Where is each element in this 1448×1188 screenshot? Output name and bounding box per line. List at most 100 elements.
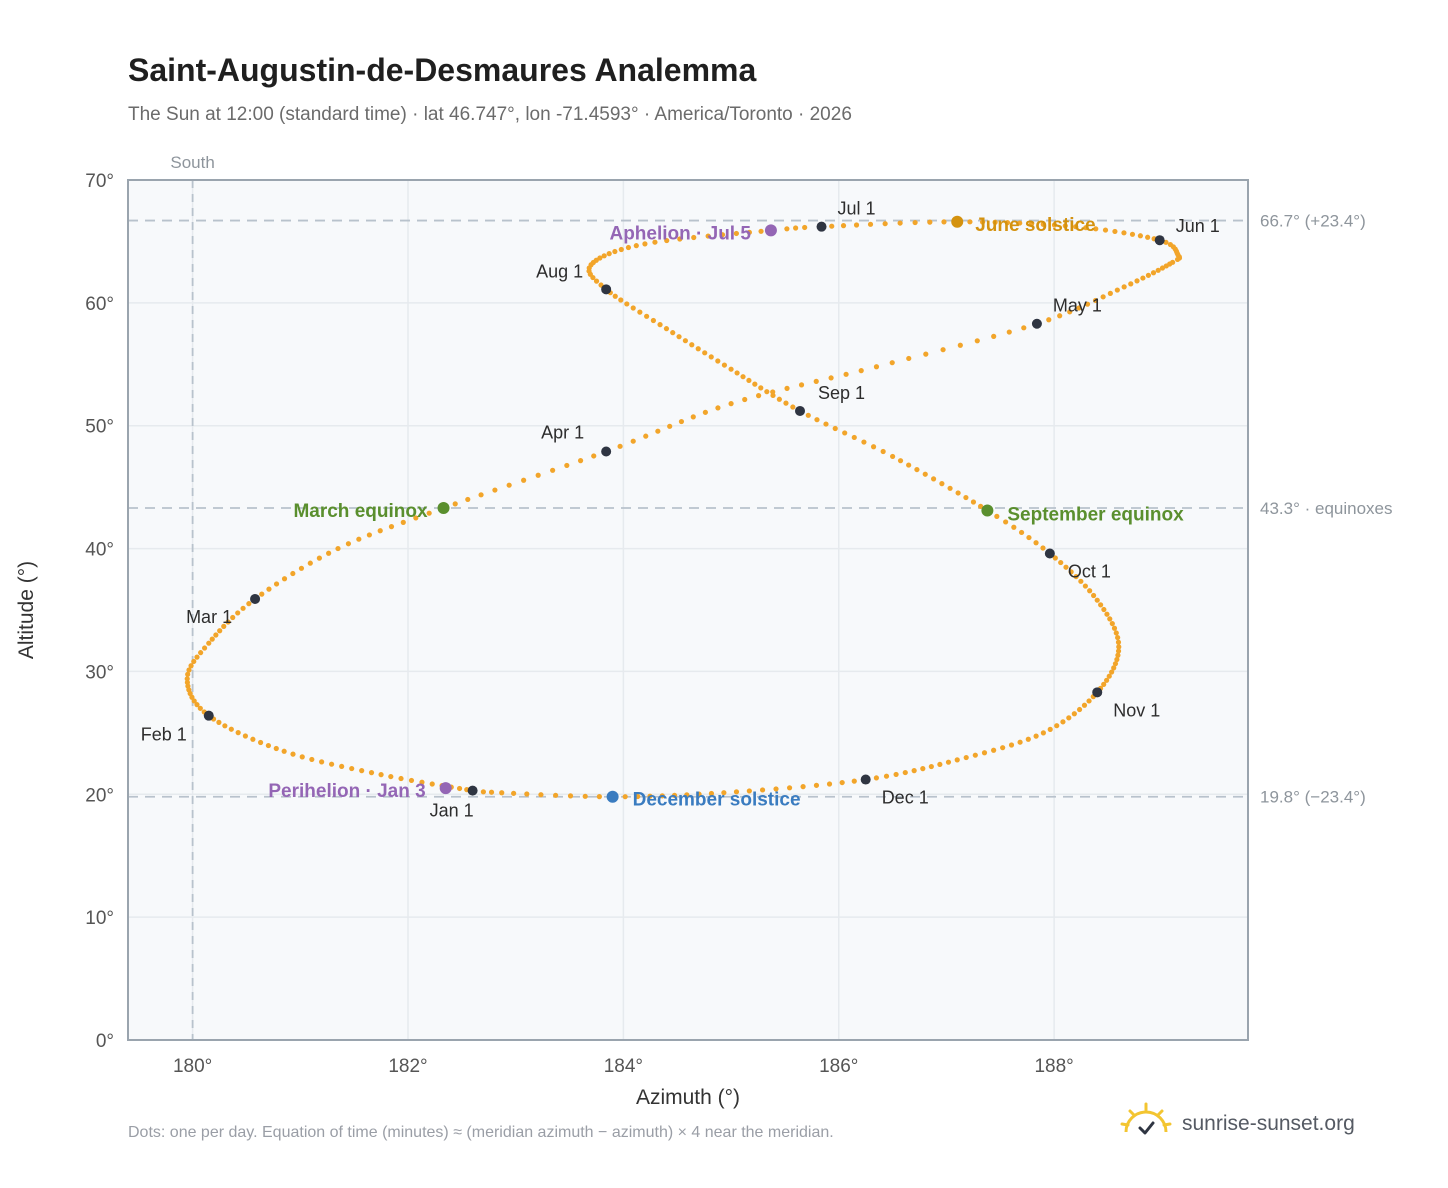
daily-dot <box>650 317 657 324</box>
daily-dot <box>733 789 740 795</box>
month-label: Apr 1 <box>541 423 584 443</box>
daily-dot <box>972 752 978 758</box>
daily-dot <box>617 443 623 449</box>
daily-dot <box>612 248 618 255</box>
daily-dot <box>992 219 998 225</box>
daily-dot <box>228 726 234 732</box>
y-tick-label: 70° <box>85 171 114 192</box>
month-marker[interactable] <box>250 593 261 604</box>
daily-dot <box>235 610 241 616</box>
month-marker[interactable] <box>1044 548 1055 559</box>
month-marker[interactable] <box>860 774 871 785</box>
daily-dot <box>1054 723 1060 729</box>
daily-dot <box>678 418 685 425</box>
reference-line-label: 66.7° (+23.4°) <box>1260 212 1366 231</box>
daily-dot <box>1083 225 1089 231</box>
daily-dot <box>1017 739 1023 745</box>
x-tick-label: 186° <box>819 1056 858 1077</box>
event-marker[interactable] <box>764 224 777 237</box>
daily-dot <box>923 351 929 357</box>
daily-dot <box>1170 259 1176 265</box>
month-marker[interactable] <box>1092 687 1103 698</box>
daily-dot <box>1128 281 1134 287</box>
daily-dot <box>1071 711 1077 717</box>
month-marker[interactable] <box>1031 318 1042 329</box>
daily-dot <box>690 414 696 420</box>
daily-dot <box>1112 228 1118 235</box>
daily-dot <box>746 788 752 794</box>
daily-dot <box>564 462 570 469</box>
daily-dot <box>593 278 600 284</box>
daily-dot <box>452 501 458 507</box>
month-label: Sep 1 <box>818 383 865 403</box>
daily-dot <box>786 785 793 791</box>
month-marker[interactable] <box>1154 235 1165 246</box>
daily-dot <box>659 793 665 799</box>
daily-dot <box>1076 305 1082 311</box>
daily-dot <box>978 503 984 509</box>
daily-dot <box>880 448 886 455</box>
daily-dot <box>378 772 384 778</box>
reference-line-label: 19.8° (−23.4°) <box>1260 788 1366 807</box>
month-marker[interactable] <box>203 710 214 721</box>
daily-dot <box>1116 644 1122 650</box>
month-marker[interactable] <box>601 284 612 295</box>
daily-dot <box>676 334 682 340</box>
daily-dot <box>538 792 544 798</box>
sun-logo-icon <box>1120 1102 1172 1147</box>
daily-dot <box>758 228 764 234</box>
event-marker[interactable] <box>951 215 964 228</box>
daily-dot <box>1104 611 1110 617</box>
daily-dot <box>695 346 701 352</box>
daily-dot <box>259 591 265 597</box>
daily-dot <box>242 733 248 739</box>
daily-dot <box>398 775 404 782</box>
daily-dot <box>890 453 896 460</box>
daily-dot <box>630 305 636 311</box>
daily-dot <box>630 438 636 444</box>
daily-dot <box>309 756 315 763</box>
daily-dot <box>773 786 779 792</box>
daily-dot <box>281 576 288 582</box>
daily-dot <box>721 790 727 796</box>
daily-dot <box>388 524 395 530</box>
event-marker[interactable] <box>606 790 619 803</box>
brand[interactable]: sunrise-sunset.org <box>1120 1102 1355 1146</box>
month-marker[interactable] <box>467 785 478 796</box>
daily-dot <box>1112 661 1119 667</box>
daily-dot <box>945 759 952 765</box>
month-marker[interactable] <box>601 446 612 457</box>
daily-dot <box>506 482 512 488</box>
daily-dot <box>1091 592 1097 599</box>
daily-dot <box>647 793 653 799</box>
month-marker[interactable] <box>795 405 805 416</box>
daily-dot <box>521 477 527 483</box>
daily-dot <box>1092 297 1099 304</box>
daily-dot <box>216 719 222 725</box>
daily-dot <box>577 458 584 464</box>
daily-dot <box>1101 681 1107 687</box>
event-marker[interactable] <box>437 502 450 515</box>
event-marker[interactable] <box>439 782 452 795</box>
daily-dot <box>708 790 715 797</box>
y-axis-label: Altitude (°) <box>15 561 38 659</box>
daily-dot <box>1093 226 1099 232</box>
daily-dot <box>1017 220 1023 226</box>
daily-dot <box>644 313 650 319</box>
daily-dot <box>663 326 670 332</box>
daily-dot <box>299 754 305 760</box>
daily-dot <box>740 374 746 380</box>
x-axis-label: Azimuth (°) <box>636 1086 740 1109</box>
event-marker[interactable] <box>981 504 994 517</box>
daily-dot <box>853 222 860 228</box>
daily-dot <box>1004 220 1011 226</box>
daily-dot <box>596 794 602 800</box>
daily-dot <box>954 757 960 763</box>
month-marker[interactable] <box>816 221 827 232</box>
daily-dot <box>298 565 305 571</box>
month-label: Nov 1 <box>1113 700 1160 720</box>
daily-dot <box>708 354 714 360</box>
daily-dot <box>930 476 937 482</box>
daily-dot <box>209 636 215 642</box>
daily-dot <box>257 739 264 746</box>
